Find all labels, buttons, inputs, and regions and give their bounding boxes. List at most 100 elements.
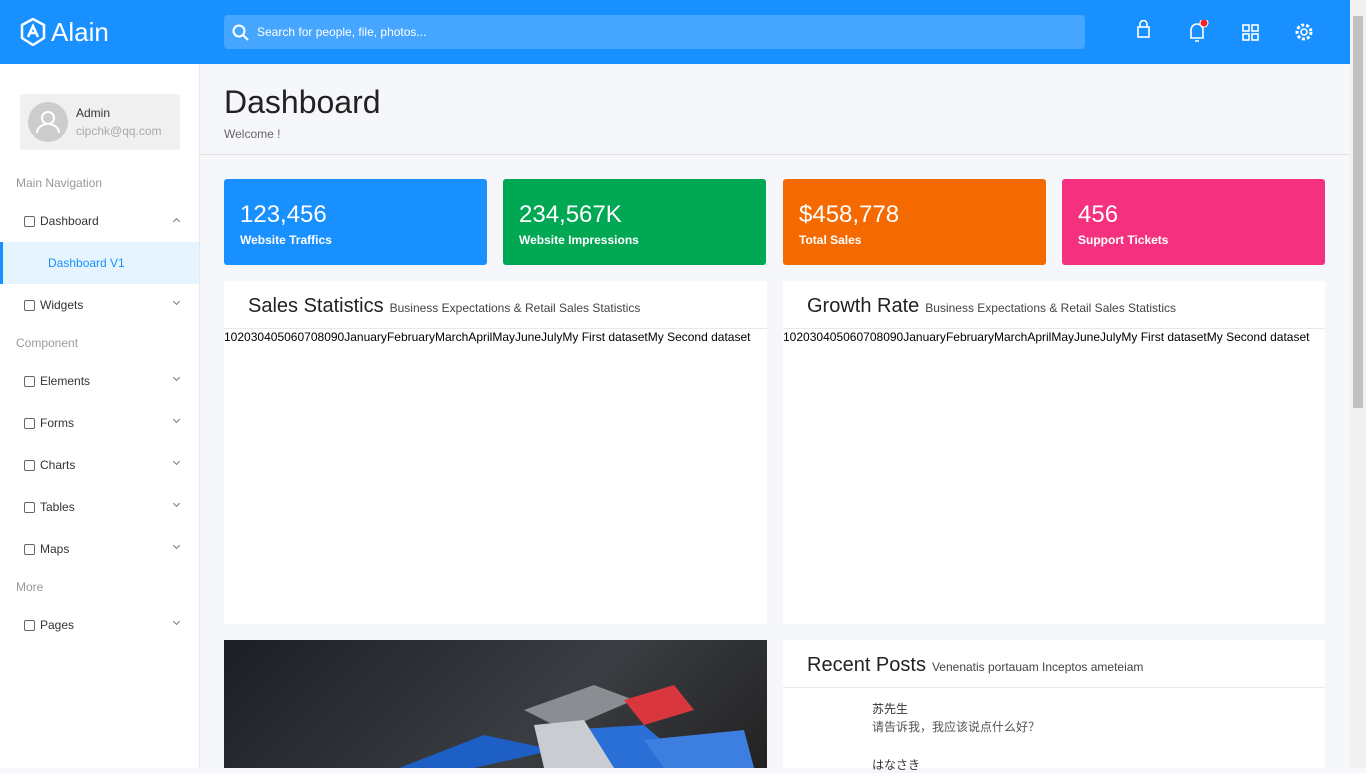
y-tick-label: 10 [224,330,238,344]
search-placeholder: Search for people, file, photos... [257,25,427,39]
x-tick-label: March [993,330,1028,344]
y-tick-label: 70 [863,330,877,344]
nav-caret [172,217,181,226]
x-tick-label: July [1100,330,1122,344]
y-tick-label: 10 [783,330,797,344]
y-tick-label: 70 [304,330,318,344]
stat-label: Website Traffics [240,233,332,247]
nav-caret [172,373,181,382]
nav-caret [172,457,181,466]
nav-section-title: More [16,580,44,594]
nav-label: Maps [40,542,70,556]
nav-icon [24,376,35,387]
card-title-text: Recent Posts [807,654,926,676]
user-email: cipchk@qq.com [76,124,162,138]
x-tick-label: January [903,330,946,344]
stat-card[interactable]: $458,778 Total Sales [783,179,1046,265]
card-subtitle: Business Expectations & Retail Sales Sta… [925,301,1177,315]
post-name[interactable]: はなさき [872,758,921,772]
card-title-text: Growth Rate [807,295,920,317]
nav-item[interactable]: Pages [0,604,199,646]
stat-value: 456 [1078,201,1119,228]
stat-label: Website Impressions [519,233,639,247]
card-subtitle: Business Expectations & Retail Sales Sta… [389,301,641,315]
search-box[interactable]: Search for people, file, photos... [224,15,1085,49]
nav-label: Tables [40,500,75,514]
y-tick-label: 80 [317,330,331,344]
header-icons[interactable] [1134,20,1314,46]
x-tick-label: May [1051,330,1074,344]
logo-text[interactable]: Alain [51,17,109,47]
scrollbar[interactable] [1350,0,1366,768]
image [399,685,754,768]
nav-label: Charts [40,458,76,472]
post-message: 请告诉我，我应该说点什么好？ [872,720,1041,734]
nav-icon [24,300,35,311]
nav-item[interactable]: Dashboard [0,200,199,242]
x-tick-label: April [1027,330,1052,344]
nav-caret [172,415,181,424]
legend-label: My First dataset [562,330,648,344]
nav-icon [24,502,35,513]
stat-card[interactable]: 456 Support Tickets [1062,179,1325,265]
search-icon [232,24,249,41]
y-tick-label: 60 [849,330,864,344]
logo-icon [20,18,46,46]
sales-card: Sales Statistics Business Expectations & … [224,281,767,624]
nav-icon [24,460,35,471]
stat-card[interactable]: 234,567K Website Impressions [503,179,766,265]
nav-section-title: Main Navigation [16,176,103,190]
card-title-text: Sales Statistics [248,295,384,317]
y-tick-label: 20 [796,330,810,344]
avatar [28,102,68,142]
user-name: Admin [76,106,111,120]
y-tick-label: 90 [330,330,345,344]
nav-icon [24,544,35,555]
divider [224,328,767,329]
stat-label: Support Tickets [1078,233,1169,247]
stat-value: 123,456 [240,201,327,228]
x-tick-label: June [515,330,542,344]
divider [783,328,1325,329]
x-tick-label: July [541,330,563,344]
stat-card[interactable]: 123,456 Website Traffics [224,179,487,265]
nav-item[interactable]: Tables [0,486,199,528]
y-tick-label: 90 [889,330,904,344]
x-tick-label: April [468,330,493,344]
y-tick-label: 40 [264,330,278,344]
stat-label: Total Sales [799,233,862,247]
nav-caret [172,617,181,626]
x-tick-label: June [1074,330,1101,344]
divider [783,687,1325,688]
y-tick-label: 80 [876,330,890,344]
y-tick-label: 50 [836,330,850,344]
card-title: Sales Statistics Business Expectations & … [248,295,640,318]
x-tick-label: May [492,330,515,344]
posts-card: Recent Posts Venenatis portauam Inceptos … [783,640,1325,772]
legend-label: My Second dataset [647,330,751,344]
nav-item[interactable]: Maps [0,528,199,570]
nav-item[interactable]: Charts [0,444,199,486]
header: Alain Search for people, file, photos... [0,0,1366,64]
nav-label: Pages [40,618,75,632]
image-card [224,640,767,768]
nav-icon [24,216,35,227]
post-name[interactable]: 苏先生 [872,702,909,716]
x-tick-label: February [386,330,435,344]
nav-subitem[interactable]: Dashboard V1 [0,242,199,284]
nav-item[interactable]: Widgets [0,284,199,326]
nav-item[interactable]: Elements [0,360,199,402]
sidebar: Admin cipchk@qq.com Main Navigation Dashb… [0,64,200,768]
nav-item[interactable]: Forms [0,402,199,444]
legend-label: My Second dataset [1206,330,1310,344]
x-tick-label: January [344,330,387,344]
page-header: Dashboard Welcome ! [200,64,1350,155]
y-tick-label: 60 [290,330,305,344]
nav-caret [172,499,181,508]
user-block[interactable]: Admin cipchk@qq.com [20,94,180,150]
chart: 102030405060708090JanuaryFebruaryMarchAp… [224,328,750,346]
nav-caret [172,541,181,550]
legend-label: My First dataset [1121,330,1207,344]
scroll-thumb[interactable] [1353,16,1363,408]
